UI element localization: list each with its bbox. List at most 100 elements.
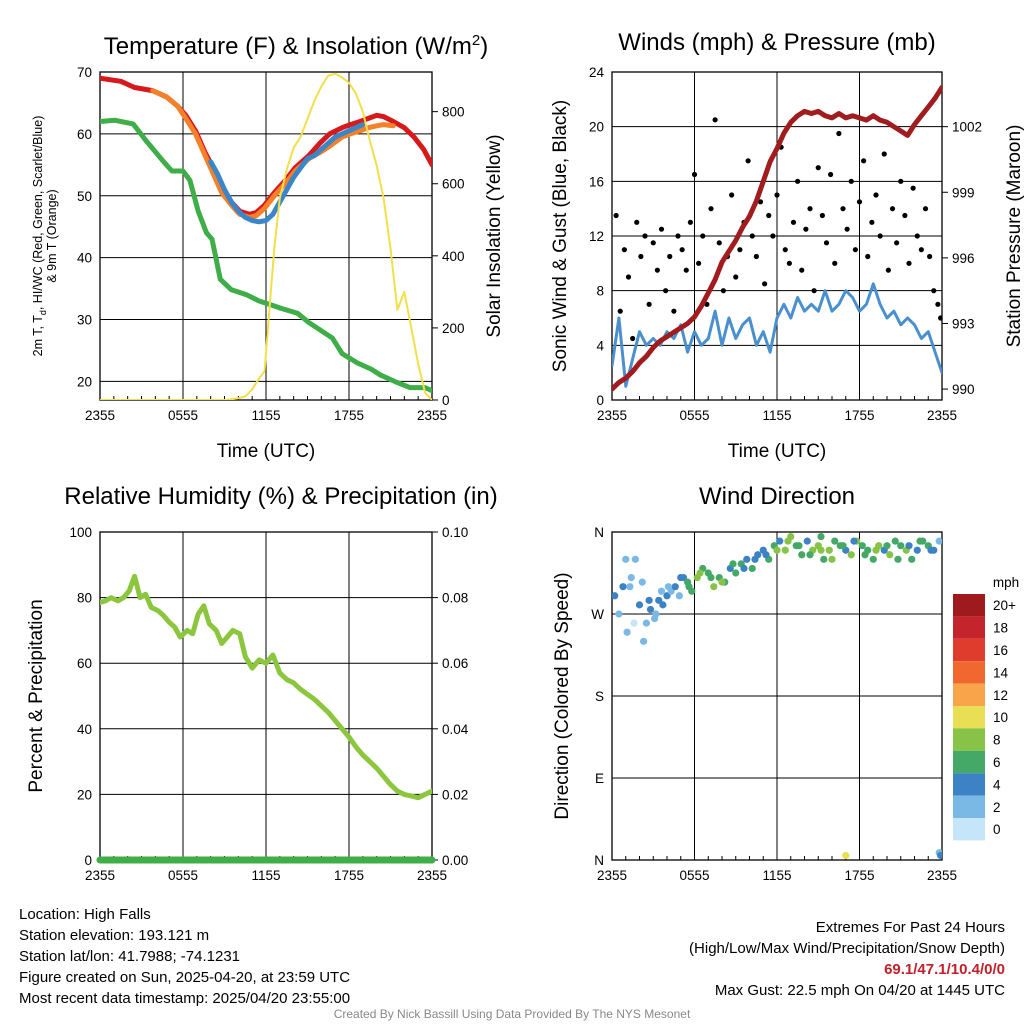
- x-tick-label: 0555: [168, 868, 198, 883]
- gust-point: [638, 253, 644, 260]
- y-tick-label: 4: [596, 338, 604, 353]
- x-tick-label: 1155: [762, 408, 791, 423]
- gust-point: [782, 247, 788, 253]
- direction-point: [646, 605, 655, 614]
- gust-point: [807, 206, 813, 212]
- gust-point: [889, 206, 896, 212]
- gust-point: [663, 288, 669, 294]
- direction-point: [795, 542, 803, 550]
- direction-point: [729, 560, 737, 568]
- direction-point: [642, 619, 650, 627]
- gust-point: [819, 212, 825, 219]
- legend-unit: mph: [993, 575, 1019, 590]
- gust-point: [630, 335, 636, 342]
- legend-label: 16: [993, 643, 1008, 658]
- extremes-title: Extremes For Past 24 Hours: [815, 919, 1005, 936]
- gust-point: [749, 233, 755, 239]
- x-tick-label: 1155: [762, 868, 791, 883]
- direction-point: [861, 551, 869, 559]
- direction-point: [773, 546, 781, 554]
- y2-tick-label: 0.00: [442, 853, 468, 868]
- gust-point: [799, 267, 805, 273]
- direction-point: [803, 537, 811, 545]
- chart-title: Relative Humidity (%) & Precipitation (i…: [64, 483, 497, 510]
- gust-point: [873, 192, 879, 198]
- credit-line: Created By Nick Bassill Using Data Provi…: [333, 1007, 691, 1021]
- direction-point: [886, 551, 894, 559]
- gust-point: [625, 274, 632, 280]
- x-tick-label: 2355: [927, 868, 957, 883]
- gust-point: [634, 219, 640, 225]
- x-tick-label: 1155: [251, 408, 280, 423]
- y2-tick-label: 996: [952, 251, 975, 266]
- direction-point: [905, 542, 913, 550]
- direction-point: [820, 555, 828, 563]
- legend-swatch: [953, 706, 985, 729]
- direction-point: [675, 592, 683, 600]
- gust-point: [894, 240, 900, 246]
- direction-point: [817, 532, 825, 541]
- gust-point: [865, 253, 871, 260]
- temperature-series-line: [150, 88, 396, 220]
- y-tick-label: 12: [589, 229, 604, 244]
- x-tick-label: 2355: [417, 408, 447, 423]
- y2-tick-label: 990: [952, 382, 975, 397]
- station-elevation: Station elevation: 193.121 m: [19, 927, 210, 944]
- direction-point: [640, 637, 648, 645]
- direction-point: [748, 564, 756, 573]
- direction-point: [615, 610, 623, 618]
- gust-point: [650, 240, 656, 246]
- x-tick-label: 1155: [251, 868, 280, 883]
- gust-point: [770, 233, 776, 239]
- x-axis-label: Time (UTC): [728, 441, 827, 462]
- gust-point: [683, 267, 689, 273]
- gust-point: [621, 247, 627, 253]
- y-tick-label: E: [595, 771, 604, 786]
- y-tick-label: 30: [77, 313, 92, 328]
- extremes-values: 69.1/47.1/10.4/0/0: [884, 961, 1005, 978]
- y-tick-label: 50: [77, 189, 92, 204]
- gust-point: [861, 158, 867, 164]
- direction-point: [781, 546, 789, 554]
- station-info: Location: High Falls Station elevation: …: [19, 904, 350, 1009]
- x-tick-label: 2355: [597, 408, 627, 423]
- gust-point: [848, 178, 854, 184]
- gust-point: [914, 233, 920, 239]
- y-tick-label: 40: [77, 251, 92, 266]
- x-tick-label: 2355: [927, 408, 957, 423]
- y2-axis-label: Station Pressure (Maroon): [1004, 125, 1024, 348]
- gust-point: [712, 117, 718, 123]
- temperature-series-line: [208, 122, 366, 225]
- gust-point: [856, 199, 863, 205]
- legend-label: 14: [993, 665, 1009, 680]
- legend-swatch: [953, 594, 985, 617]
- legend-swatch: [953, 795, 985, 818]
- gust-point: [696, 260, 702, 266]
- y2-tick-label: 1002: [952, 120, 982, 135]
- y2-tick-label: 200: [442, 321, 465, 336]
- station-location: Location: High Falls: [19, 906, 151, 923]
- direction-point: [663, 592, 671, 600]
- gust-point: [840, 206, 846, 212]
- gust-point: [720, 288, 726, 294]
- y2-tick-label: 0: [442, 393, 450, 408]
- y-tick-label: N: [594, 853, 604, 868]
- legend-swatch: [953, 728, 985, 751]
- direction-point: [630, 619, 638, 627]
- y2-tick-label: 600: [442, 177, 465, 192]
- y-tick-label: N: [594, 525, 604, 540]
- legend-swatch: [953, 661, 985, 684]
- direction-point: [883, 542, 891, 550]
- direction-point: [798, 551, 806, 559]
- direction-point: [627, 573, 635, 582]
- chart-title-superscript: 2: [472, 32, 480, 49]
- y-axis-label: Sonic Wind & Gust (Blue, Black): [550, 100, 571, 372]
- y-tick-label: 60: [77, 656, 92, 671]
- direction-point: [718, 578, 726, 586]
- temperature-series-line: [100, 72, 432, 400]
- y2-tick-label: 0.04: [442, 722, 469, 737]
- gust-point: [733, 274, 739, 280]
- direction-point: [842, 851, 850, 860]
- chart-title: Winds (mph) & Pressure (mb): [618, 29, 935, 56]
- plot-frame: [611, 531, 943, 861]
